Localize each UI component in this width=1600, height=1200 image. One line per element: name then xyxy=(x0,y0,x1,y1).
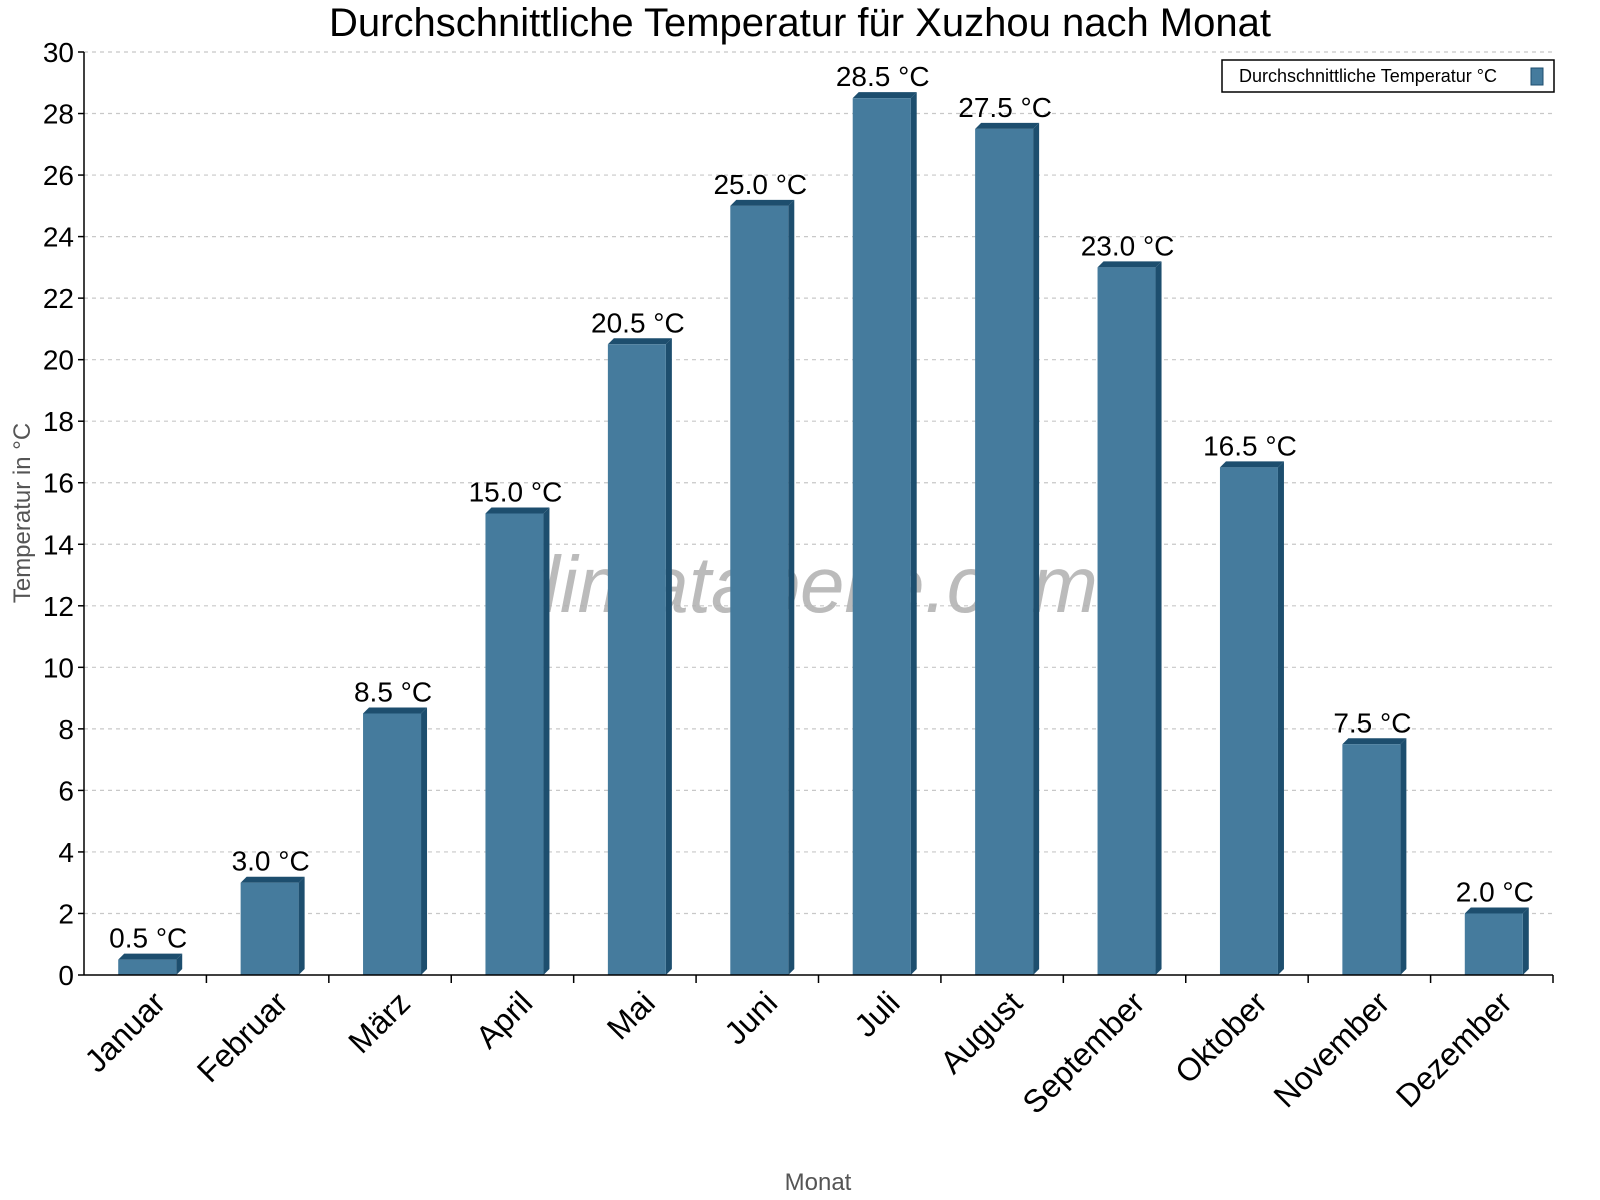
y-tick-label: 16 xyxy=(43,468,74,499)
bar: 3.0 °C xyxy=(232,846,310,975)
y-tick-label: 0 xyxy=(58,960,74,991)
bar: 2.0 °C xyxy=(1456,876,1534,975)
y-tick-label: 12 xyxy=(43,591,74,622)
x-category-label: Dezember xyxy=(1389,984,1519,1114)
bar: 25.0 °C xyxy=(713,169,807,976)
x-category-label: November xyxy=(1266,984,1396,1114)
legend-swatch xyxy=(1530,67,1544,86)
x-category-label: August xyxy=(933,984,1029,1080)
bar: 28.5 °C xyxy=(836,61,930,975)
y-tick-label: 8 xyxy=(58,714,74,745)
y-tick-label: 30 xyxy=(43,37,74,68)
x-category-label: Oktober xyxy=(1168,984,1274,1090)
value-label: 15.0 °C xyxy=(469,477,563,508)
x-category-label: Juni xyxy=(717,984,784,1051)
y-tick-label: 26 xyxy=(43,160,74,191)
y-tick-label: 28 xyxy=(43,99,74,130)
y-tick-label: 14 xyxy=(43,529,74,560)
value-label: 0.5 °C xyxy=(109,923,187,954)
value-label: 7.5 °C xyxy=(1333,707,1411,738)
y-tick-label: 10 xyxy=(43,652,74,683)
value-label: 28.5 °C xyxy=(836,61,930,92)
y-tick-label: 20 xyxy=(43,345,74,376)
y-tick-label: 18 xyxy=(43,406,74,437)
bar: 7.5 °C xyxy=(1333,707,1411,975)
y-tick-label: 22 xyxy=(43,283,74,314)
bars: 0.5 °C 3.0 °C 8.5 °C 15.0 °C 20.5 °C 25.0 °C 2… xyxy=(109,61,1534,976)
x-category-label: Mai xyxy=(600,984,662,1046)
bar: 20.5 °C xyxy=(591,307,685,975)
value-label: 25.0 °C xyxy=(713,169,807,200)
y-tick-label: 4 xyxy=(58,837,74,868)
x-axis-label: Monat xyxy=(785,1169,852,1196)
x-axis-categories: Januar Februar März April Mai Juni Juli AugustS… xyxy=(78,984,1519,1120)
value-label: 23.0 °C xyxy=(1081,230,1175,261)
y-tick-label: 6 xyxy=(58,775,74,806)
y-tick-label: 24 xyxy=(43,222,74,253)
bar: 15.0 °C xyxy=(469,477,563,975)
bar: 23.0 °C xyxy=(1081,230,1175,975)
bar: 16.5 °C xyxy=(1203,430,1297,976)
value-label: 3.0 °C xyxy=(232,846,310,877)
legend-label: Durchschnittliche Temperatur °C xyxy=(1239,66,1497,86)
x-category-label: September xyxy=(1015,984,1151,1120)
x-category-label: Januar xyxy=(78,984,173,1079)
bar: 0.5 °C xyxy=(109,923,187,975)
chart-title: Durchschnittliche Temperatur für Xuzhou … xyxy=(329,1,1271,45)
bar: 27.5 °C xyxy=(958,92,1052,975)
y-tick-label: 2 xyxy=(58,898,74,929)
x-category-label: Juli xyxy=(847,984,906,1043)
value-label: 16.5 °C xyxy=(1203,430,1297,461)
legend-box xyxy=(1221,59,1555,93)
x-category-label: April xyxy=(469,984,540,1055)
x-category-label: März xyxy=(341,984,417,1060)
x-category-label: Februar xyxy=(190,984,295,1089)
axes xyxy=(83,52,1554,983)
value-label: 20.5 °C xyxy=(591,307,685,338)
bar: 8.5 °C xyxy=(354,676,432,975)
value-label: 27.5 °C xyxy=(958,92,1052,123)
legend: Durchschnittliche Temperatur °C xyxy=(1221,59,1555,93)
gridlines xyxy=(84,51,1553,915)
value-label: 2.0 °C xyxy=(1456,876,1534,907)
y-axis-label: Temperatur in °C xyxy=(9,423,36,603)
value-label: 8.5 °C xyxy=(354,676,432,707)
